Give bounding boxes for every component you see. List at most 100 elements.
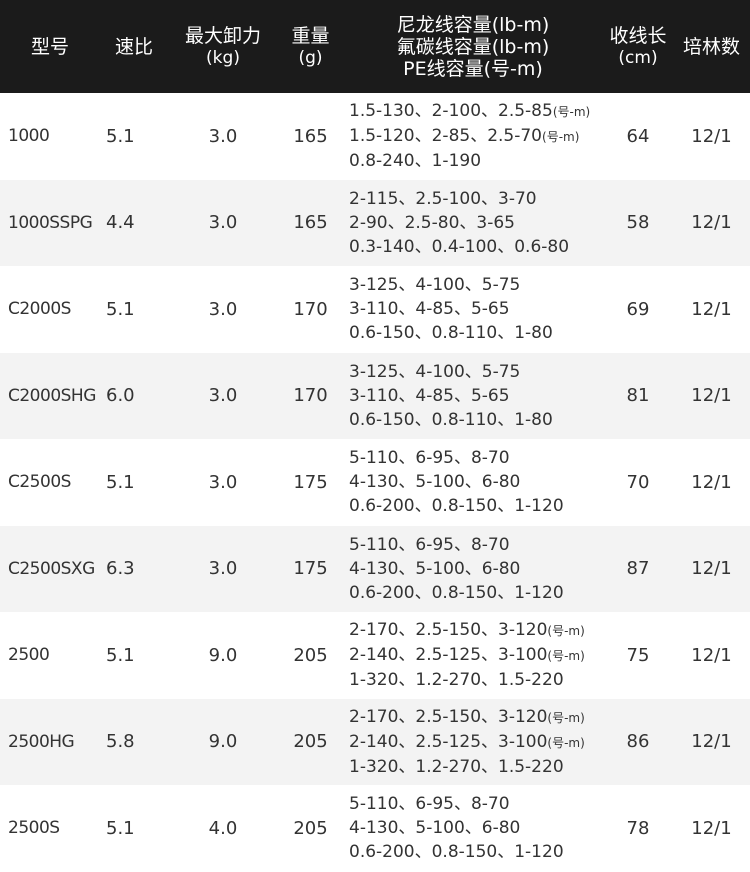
table-row: C2000SHG 6.0 3.0 170 3-125、4-100、5-75 3-110、4… — [0, 352, 750, 440]
capacity-fluoro: 2-140、2.5-125、3-100(号-m) — [349, 643, 603, 668]
header-weight: 重量 (g) — [278, 0, 343, 93]
table-row: 2500S 5.1 4.0 205 5-110、6-95、8-70 4-130、5-100… — [0, 785, 750, 872]
capacity-fluoro-value: 1.5-120、2-85、2.5-70 — [349, 126, 543, 147]
cell-bearings: 12/1 — [691, 731, 732, 753]
cell-model: 2500HG — [8, 731, 75, 752]
table-row: C2000S 5.1 3.0 170 3-125、4-100、5-75 3-110、4-8… — [0, 266, 750, 353]
cell-model: 2500S — [8, 818, 60, 839]
capacity-fluoro: 1.5-120、2-85、2.5-70(号-m) — [349, 124, 603, 149]
cell-retrieve: 70 — [626, 471, 650, 493]
cell-model: C2500SXG — [8, 558, 95, 579]
cell-capacity: 5-110、6-95、8-70 4-130、5-100、6-80 0.6-200、0… — [343, 785, 603, 872]
capacity-nylon: 3-125、4-100、5-75 — [349, 360, 603, 384]
unit-label: (号-m) — [547, 710, 585, 725]
cell-retrieve: 75 — [626, 644, 650, 666]
cell-drag: 4.0 — [208, 817, 238, 839]
table-row: C2500SXG 6.3 3.0 175 5-110、6-95、8-70 4-130、5-… — [0, 525, 750, 613]
header-weight-label: 重量 — [291, 24, 330, 47]
capacity-nylon: 5-110、6-95、8-70 — [349, 792, 603, 816]
cell-bearings: 12/1 — [691, 212, 732, 234]
cell-weight: 165 — [293, 125, 328, 147]
cell-model: 1000 — [8, 126, 50, 147]
cell-capacity: 3-125、4-100、5-75 3-110、4-85、5-65 0.6-150、0… — [343, 266, 603, 353]
table-row: C2500S 5.1 3.0 175 5-110、6-95、8-70 4-130、5-10… — [0, 439, 750, 526]
capacity-nylon-value: 3-125、4-100、5-75 — [349, 361, 521, 382]
cell-retrieve: 87 — [626, 558, 650, 580]
cell-weight: 170 — [293, 298, 328, 320]
cell-weight: 170 — [293, 385, 328, 407]
cell-bearings: 12/1 — [691, 125, 732, 147]
table-row: 1000SSPG 4.4 3.0 165 2-115、2.5-100、3-70 2-90、… — [0, 179, 750, 267]
cell-ratio: 5.1 — [106, 817, 135, 839]
cell-retrieve: 64 — [626, 125, 650, 147]
cell-capacity: 5-110、6-95、8-70 4-130、5-100、6-80 0.6-200、0… — [343, 526, 603, 613]
capacity-fluoro-value: 2-90、2.5-80、3-65 — [349, 212, 515, 233]
cell-model: C2000SHG — [8, 385, 96, 406]
cell-weight: 175 — [293, 471, 328, 493]
table-row: 2500 5.1 9.0 205 2-170、2.5-150、3-120(号-m) 2-1… — [0, 612, 750, 699]
capacity-fluoro: 4-130、5-100、6-80 — [349, 816, 603, 840]
capacity-fluoro-value: 4-130、5-100、6-80 — [349, 558, 521, 579]
cell-retrieve: 58 — [626, 212, 650, 234]
cell-ratio: 5.1 — [106, 125, 135, 147]
unit-label: (号-m) — [547, 624, 585, 639]
capacity-fluoro-value: 3-110、4-85、5-65 — [349, 299, 510, 320]
cell-capacity: 2-170、2.5-150、3-120(号-m) 2-140、2.5-125、3-… — [343, 699, 603, 786]
capacity-nylon: 2-115、2.5-100、3-70 — [349, 187, 603, 211]
capacity-nylon-value: 5-110、6-95、8-70 — [349, 534, 510, 555]
header-capacity-pe: PE线容量(号-m) — [403, 57, 543, 80]
capacity-fluoro-value: 2-140、2.5-125、3-100 — [349, 731, 548, 752]
cell-capacity: 2-115、2.5-100、3-70 2-90、2.5-80、3-65 0.3-14… — [343, 180, 603, 267]
cell-retrieve: 78 — [626, 817, 650, 839]
header-capacity-nylon: 尼龙线容量(lb-m) — [396, 13, 550, 36]
capacity-nylon: 2-170、2.5-150、3-120(号-m) — [349, 705, 603, 730]
header-ratio: 速比 — [114, 35, 153, 58]
header-row: 型号 速比 最大卸力 (kg) 重量 (g) 尼龙线容量(lb-m) 氟碳线容量(lb… — [0, 0, 750, 93]
cell-drag: 3.0 — [208, 385, 238, 407]
capacity-fluoro: 4-130、5-100、6-80 — [349, 470, 603, 494]
cell-capacity: 3-125、4-100、5-75 3-110、4-85、5-65 0.6-150、0… — [343, 353, 603, 440]
header-weight-unit: (g) — [298, 47, 323, 68]
cell-weight: 205 — [293, 817, 328, 839]
capacity-nylon-value: 2-170、2.5-150、3-120 — [349, 620, 548, 641]
cell-capacity: 5-110、6-95、8-70 4-130、5-100、6-80 0.6-200、0… — [343, 439, 603, 526]
cell-capacity: 2-170、2.5-150、3-120(号-m) 2-140、2.5-125、3-… — [343, 612, 603, 699]
cell-model: 2500 — [8, 645, 50, 666]
cell-ratio: 5.1 — [106, 471, 135, 493]
header-model: 型号 — [30, 35, 69, 58]
capacity-pe: 0.6-200、0.8-150、1-120 — [349, 496, 564, 517]
header-drag-label: 最大卸力 — [184, 24, 261, 47]
unit-label: (号-m) — [547, 649, 585, 664]
capacity-nylon: 1.5-130、2-100、2.5-85(号-m) — [349, 99, 603, 124]
cell-weight: 175 — [293, 558, 328, 580]
capacity-nylon: 2-170、2.5-150、3-120(号-m) — [349, 618, 603, 643]
cell-capacity: 1.5-130、2-100、2.5-85(号-m) 1.5-120、2-85、2.… — [343, 93, 603, 180]
capacity-pe: 0.6-200、0.8-150、1-120 — [349, 582, 564, 603]
cell-model: C2000S — [8, 299, 71, 320]
capacity-pe: 0.6-200、0.8-150、1-120 — [349, 842, 564, 863]
cell-ratio: 5.1 — [106, 298, 135, 320]
capacity-nylon-value: 1.5-130、2-100、2.5-85 — [349, 101, 553, 122]
capacity-nylon-value: 2-115、2.5-100、3-70 — [349, 188, 537, 209]
cell-ratio: 5.8 — [106, 731, 135, 753]
cell-model: 1000SSPG — [8, 212, 93, 233]
capacity-pe: 0.6-150、0.8-110、1-80 — [349, 409, 553, 430]
header-retrieve-label: 收线长 — [609, 24, 667, 47]
capacity-fluoro: 2-90、2.5-80、3-65 — [349, 211, 603, 235]
header-drag-unit: (kg) — [206, 47, 240, 68]
header-retrieve-unit: (cm) — [618, 47, 658, 68]
unit-label: (号-m) — [547, 735, 585, 750]
cell-drag: 3.0 — [208, 558, 238, 580]
cell-retrieve: 81 — [626, 385, 650, 407]
cell-bearings: 12/1 — [691, 558, 732, 580]
header-drag: 最大卸力 (kg) — [168, 0, 278, 93]
capacity-fluoro-value: 2-140、2.5-125、3-100 — [349, 645, 548, 666]
cell-ratio: 6.0 — [106, 385, 135, 407]
capacity-fluoro-value: 4-130、5-100、6-80 — [349, 472, 521, 493]
cell-drag: 9.0 — [208, 644, 238, 666]
header-capacity: 尼龙线容量(lb-m) 氟碳线容量(lb-m) PE线容量(号-m) — [343, 0, 603, 93]
unit-label: (号-m) — [552, 105, 591, 120]
cell-weight: 205 — [293, 731, 328, 753]
cell-weight: 205 — [293, 644, 328, 666]
